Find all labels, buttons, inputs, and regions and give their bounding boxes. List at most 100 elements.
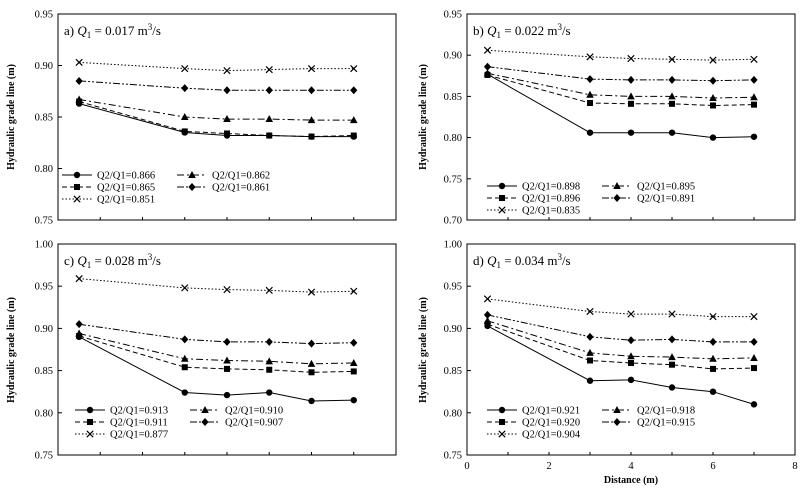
y-axis-label: Hydraulic grade line (m) xyxy=(418,64,429,170)
legend-entry: Q2/Q1=0.895 xyxy=(637,182,695,193)
y-axis-label: Hydraulic grade line (m) xyxy=(418,297,429,403)
series-diamond xyxy=(483,310,758,346)
data-point xyxy=(668,55,676,63)
data-point xyxy=(750,133,758,140)
data-point xyxy=(709,388,717,395)
data-point xyxy=(308,369,315,376)
series-line xyxy=(78,336,354,402)
data-point xyxy=(710,102,716,109)
data-point xyxy=(181,364,188,371)
data-point xyxy=(627,310,635,318)
data-point xyxy=(627,352,635,360)
legend-marker xyxy=(73,195,81,203)
series-triangle xyxy=(75,95,358,124)
x-tick-label: 6 xyxy=(710,461,715,472)
y-axis-label: Hydraulic grade line (m) xyxy=(6,297,17,403)
series-square xyxy=(76,98,357,140)
y-tick-label: 0.85 xyxy=(444,366,462,377)
x-tick-label: 0 xyxy=(464,461,469,472)
plot-frame xyxy=(466,13,796,221)
data-point xyxy=(750,55,758,63)
plot-frame xyxy=(466,243,796,456)
series-triangle xyxy=(483,69,758,102)
data-point xyxy=(308,133,315,140)
x-axis-label: Distance (m) xyxy=(604,475,658,486)
y-tick-label: 0.85 xyxy=(35,113,53,124)
legend-marker xyxy=(86,430,94,438)
legend-entry: Q2/Q1=0.910 xyxy=(225,406,283,417)
data-point xyxy=(586,307,594,316)
series-line xyxy=(78,333,354,365)
legend-marker xyxy=(498,206,506,214)
legend-marker xyxy=(73,171,81,179)
data-point xyxy=(586,53,594,61)
data-point xyxy=(483,46,492,54)
series-line xyxy=(487,66,755,82)
series-line xyxy=(79,323,354,345)
y-tick-label: 0.75 xyxy=(444,451,462,462)
y-axis-label: Hydraulic grade line (m) xyxy=(6,64,17,170)
data-point xyxy=(180,354,189,362)
data-point xyxy=(586,377,594,384)
series-line xyxy=(487,314,754,343)
legend-marker xyxy=(498,182,506,190)
series-line xyxy=(487,298,754,318)
data-point xyxy=(751,101,757,108)
series-line xyxy=(487,323,755,370)
y-tick-label: 0.95 xyxy=(35,10,53,21)
series-line xyxy=(487,325,755,405)
y-tick-label: 0.70 xyxy=(444,216,462,227)
data-point xyxy=(181,128,188,135)
data-point xyxy=(627,75,635,84)
panel-title: c) Q1 = 0.028 m3/s xyxy=(64,252,161,270)
series-x xyxy=(75,58,358,75)
legend-entry: Q2/Q1=0.904 xyxy=(522,430,581,441)
legend-marker xyxy=(86,406,94,414)
data-point xyxy=(76,98,83,105)
data-point xyxy=(709,354,717,362)
data-point xyxy=(265,86,273,95)
data-point xyxy=(483,295,492,303)
legend-entry: Q2/Q1=0.865 xyxy=(97,183,155,194)
data-point xyxy=(668,92,676,100)
data-point xyxy=(223,391,231,399)
series-line xyxy=(78,101,354,138)
data-point xyxy=(350,64,358,73)
series-line xyxy=(78,335,354,373)
series-circle xyxy=(484,322,758,408)
legend-entry: Q2/Q1=0.921 xyxy=(522,406,580,417)
y-tick-label: 0.85 xyxy=(35,366,53,377)
legend-entry: Q2/Q1=0.918 xyxy=(637,406,695,417)
data-point xyxy=(75,76,83,85)
data-point xyxy=(484,71,491,78)
data-point xyxy=(627,129,635,136)
y-tick-label: 0.80 xyxy=(444,408,462,419)
data-point xyxy=(628,100,634,107)
series-line xyxy=(79,278,354,293)
legend-marker xyxy=(201,418,209,426)
data-point xyxy=(265,115,274,123)
data-point xyxy=(265,65,273,74)
legend-marker xyxy=(613,418,621,426)
data-point xyxy=(265,286,273,295)
data-point xyxy=(266,132,273,139)
legend-marker xyxy=(613,406,621,413)
data-point xyxy=(349,359,358,367)
data-point xyxy=(751,365,757,372)
data-point xyxy=(750,75,758,84)
data-point xyxy=(307,288,316,296)
series-x xyxy=(483,46,758,64)
data-point xyxy=(266,389,273,396)
legend-marker xyxy=(613,194,621,202)
series-square xyxy=(484,71,757,109)
data-point xyxy=(307,359,316,367)
data-point xyxy=(266,366,273,373)
data-point xyxy=(586,75,594,84)
y-tick-label: 0.90 xyxy=(444,51,462,62)
data-point xyxy=(349,116,358,124)
data-point xyxy=(350,396,357,404)
legend-marker xyxy=(499,195,505,201)
legend-marker xyxy=(498,406,506,414)
